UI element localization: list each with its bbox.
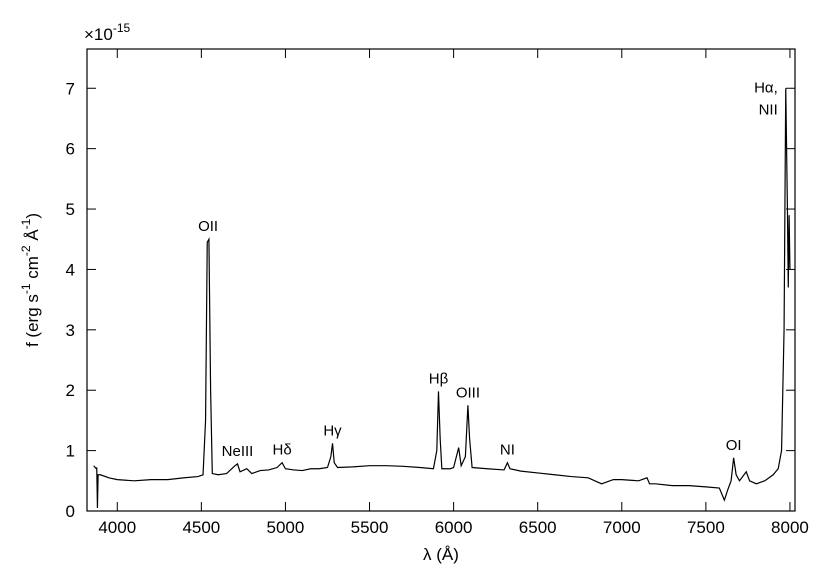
spectrum-line <box>93 88 791 508</box>
y-axis-label-exp: -2 <box>19 245 33 256</box>
x-tick-label: 6500 <box>519 518 557 537</box>
x-tick-label: 7000 <box>603 518 641 537</box>
plot-frame <box>86 48 796 512</box>
y-tick-label: 3 <box>66 321 75 340</box>
y-tick-label: 6 <box>66 140 75 159</box>
y-axis-label: f (erg s-1 cm-2 Å-1) <box>19 213 42 347</box>
multiplier: ×10-15 <box>84 21 131 44</box>
line-annotation: NeIII <box>222 443 254 460</box>
line-annotation: NI <box>500 442 515 459</box>
multiplier-base: ×10 <box>84 25 113 44</box>
x-tick-label: 6000 <box>435 518 473 537</box>
line-annotation: OI <box>726 437 742 454</box>
y-tick-label: 2 <box>66 381 75 400</box>
y-axis-label-part: ) <box>23 213 42 219</box>
y-axis-label-part: f (erg s <box>23 294 42 347</box>
line-annotation: Hβ <box>429 370 449 387</box>
x-tick-label: 5500 <box>351 518 389 537</box>
x-axis-label: λ (Å) <box>423 545 459 564</box>
multiplier-exp: -15 <box>113 21 131 35</box>
line-annotation: Hδ <box>272 442 291 459</box>
x-tick-label: 4500 <box>182 518 220 537</box>
y-axis-label-part: cm <box>23 256 42 283</box>
line-annotation: OIII <box>456 384 480 401</box>
y-axis-label-exp: -1 <box>19 283 33 294</box>
x-tick-label: 5000 <box>267 518 305 537</box>
x-tick-label: 7500 <box>687 518 725 537</box>
y-axis-label-exp: -1 <box>19 218 33 229</box>
y-axis-label-part: Å <box>23 229 42 246</box>
line-annotation: OII <box>198 218 218 235</box>
x-tick-label: 4000 <box>98 518 136 537</box>
line-annotation: Hα, <box>754 79 778 96</box>
line-annotation: NII <box>759 101 778 118</box>
y-tick-label: 1 <box>66 442 75 461</box>
y-tick-label: 4 <box>66 260 75 279</box>
y-tick-label: 0 <box>66 502 75 521</box>
x-tick-label: 8000 <box>771 518 809 537</box>
y-tick-label: 5 <box>66 200 75 219</box>
y-tick-label: 7 <box>66 79 75 98</box>
line-annotation: Hγ <box>323 422 342 439</box>
